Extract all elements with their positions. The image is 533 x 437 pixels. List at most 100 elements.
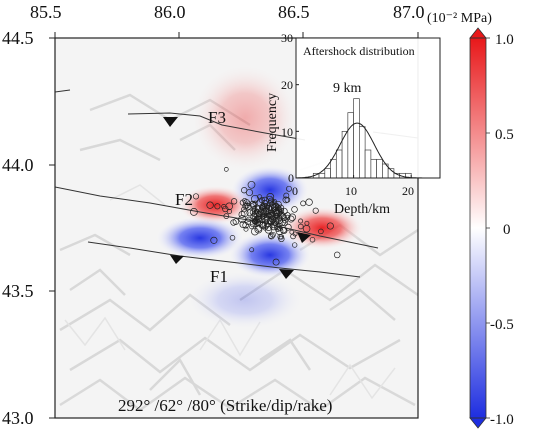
- histogram-bar: [370, 158, 377, 179]
- aftershock-marker: [243, 226, 249, 232]
- terrain-relief: [59, 93, 418, 412]
- aftershock-marker: [312, 207, 319, 214]
- inset-frame: [295, 37, 441, 179]
- aftershock-marker: [272, 206, 280, 214]
- aftershock-marker: [264, 226, 273, 234]
- inset-xtick: 10: [345, 184, 357, 198]
- aftershock-marker: [298, 218, 304, 224]
- aftershock-marker: [230, 219, 237, 226]
- lat-tick-label: 43.5: [2, 281, 34, 301]
- aftershock-marker: [223, 213, 230, 219]
- aftershock-marker: [278, 235, 285, 243]
- histogram-bar: [359, 126, 366, 179]
- aftershock-marker: [275, 215, 282, 223]
- map-frame: [54, 37, 419, 419]
- aftershock-marker: [281, 220, 288, 227]
- aftershock-marker: [246, 216, 252, 222]
- inset-histogram: Aftershock distribution 9 km Frequency D…: [265, 31, 441, 217]
- aftershock-marker: [266, 195, 274, 204]
- histogram-bar: [335, 149, 343, 179]
- histogram-bar: [324, 168, 331, 179]
- histogram-bar: [330, 158, 337, 179]
- lon-tick-label: 85.5: [30, 2, 62, 22]
- aftershock-marker: [226, 208, 232, 214]
- fault-f1-triangle-a: [170, 255, 184, 264]
- aftershock-marker: [260, 213, 266, 220]
- colorbar-tick: 0: [503, 222, 511, 238]
- lon-tick-label: 86.0: [154, 2, 186, 22]
- aftershock-marker: [289, 229, 295, 235]
- aftershock-marker: [318, 228, 324, 235]
- inset-xtick: 0: [292, 184, 298, 198]
- aftershock-marker: [254, 215, 260, 221]
- lat-tick-label: 44.0: [2, 155, 34, 175]
- aftershock-marker: [259, 210, 267, 218]
- aftershock-marker: [246, 209, 254, 217]
- lon-tick-label: 87.0: [393, 2, 425, 22]
- lon-ticks: [54, 32, 419, 38]
- aftershock-marker: [244, 218, 252, 225]
- colorbar-tick: 1.0: [495, 32, 514, 48]
- aftershock-marker: [291, 206, 298, 213]
- aftershock-marker: [252, 200, 258, 206]
- aftershock-marker: [287, 215, 295, 223]
- colorbar-top-arrow: [469, 27, 487, 39]
- fault-label-f1: F1: [210, 267, 228, 286]
- aftershock-marker: [190, 208, 198, 216]
- fault-f2-triangle: [297, 232, 311, 243]
- aftershock-marker: [298, 223, 304, 230]
- aftershock-marker: [257, 194, 263, 200]
- aftershock-marker: [309, 236, 316, 243]
- aftershock-marker: [326, 222, 334, 230]
- fault-label-f2: F2: [175, 190, 193, 209]
- aftershock-marker: [258, 222, 266, 229]
- colorbar-gradient: [470, 38, 486, 418]
- inset-ytick: 20: [281, 78, 293, 92]
- aftershock-marker: [210, 236, 218, 244]
- fault-f3-triangle: [163, 117, 178, 127]
- aftershock-marker: [230, 198, 238, 205]
- aftershock-marker: [245, 203, 252, 210]
- colorbar-bottom-arrow: [469, 417, 487, 429]
- aftershock-marker: [292, 242, 298, 248]
- lat-tick-label: 44.5: [2, 28, 34, 48]
- colorbar-unit: (10⁻² MPa): [427, 11, 492, 26]
- histogram-bar: [364, 149, 372, 179]
- fault-f3-trace: [127, 112, 306, 141]
- aftershock-marker: [302, 224, 311, 233]
- aftershock-marker: [261, 196, 269, 205]
- aftershock-marker: [269, 212, 275, 218]
- mechanism-annotation: 292° /62° /80° (Strike/dip/rake): [118, 396, 332, 415]
- aftershock-marker: [263, 203, 271, 210]
- lat-tick-label: 43.0: [2, 408, 34, 428]
- aftershock-marker: [249, 209, 257, 216]
- aftershock-marker: [254, 204, 262, 212]
- aftershock-marker: [192, 193, 200, 200]
- aftershock-marker: [274, 200, 282, 209]
- inset-ytick: 0: [288, 171, 294, 185]
- aftershock-marker: [264, 219, 270, 225]
- aftershock-marker: [206, 201, 214, 209]
- lon-tick-label: 86.5: [278, 2, 310, 22]
- aftershock-marker: [222, 205, 229, 213]
- histogram-bar: [353, 98, 360, 179]
- aftershock-marker: [273, 224, 281, 231]
- aftershock-marker: [282, 196, 290, 204]
- aftershock-marker: [274, 225, 281, 232]
- colorbar-tick: -1.0: [490, 412, 514, 428]
- inset-ylabel: Frequency: [265, 93, 280, 152]
- aftershock-marker: [247, 180, 256, 189]
- aftershock-marker: [221, 204, 227, 210]
- aftershock-marker: [229, 235, 236, 241]
- fault-f2-trace: [55, 186, 379, 249]
- aftershock-marker: [264, 211, 270, 217]
- inset-xtick: 20: [402, 184, 414, 198]
- aftershock-marker: [223, 167, 229, 172]
- aftershock-marker: [286, 185, 292, 192]
- aftershock-marker: [280, 226, 287, 234]
- inset-ytick: 10: [281, 125, 293, 139]
- colorbar-tick: -0.5: [490, 317, 514, 333]
- aftershock-marker: [251, 205, 258, 212]
- aftershock-marker: [241, 187, 248, 194]
- aftershock-marker: [262, 203, 270, 211]
